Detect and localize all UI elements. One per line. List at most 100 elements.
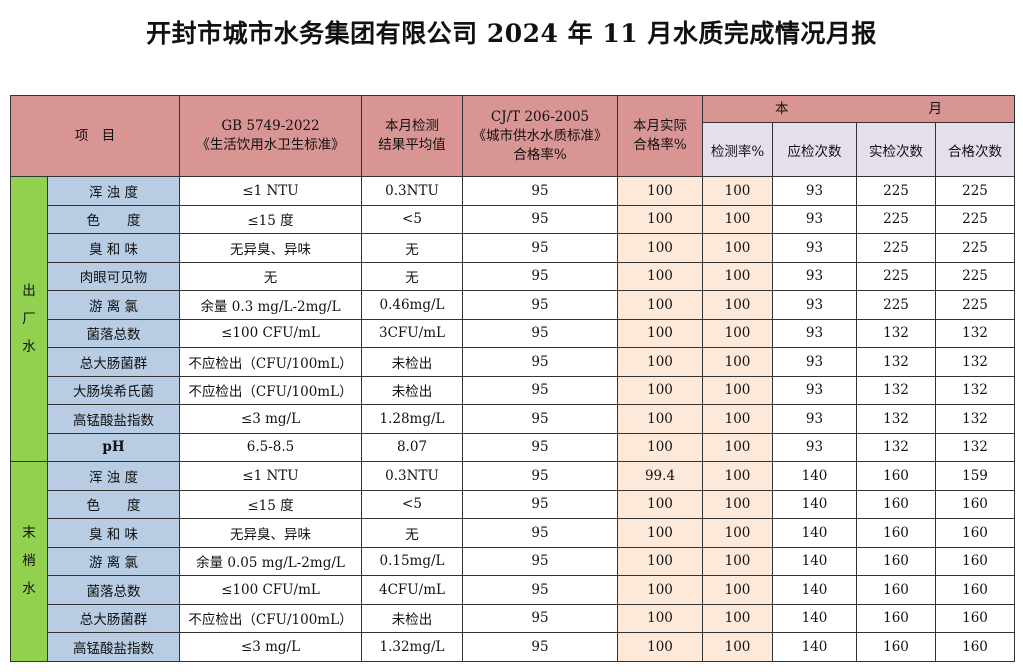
passed-tests-cell: 225 — [935, 233, 1015, 263]
planned-tests-cell: 93 — [772, 347, 857, 377]
header-detection-rate: 检测率% — [702, 122, 773, 177]
cj-rate-cell: 95 — [462, 233, 618, 263]
group-label-char: 末 — [22, 525, 36, 542]
gb-standard-cell: ≤100 CFU/mL — [179, 318, 362, 348]
table-row: 游 离 氯余量 0.05 mg/L-2mg/L 0.15mg/L 95 100 100 1… — [11, 546, 1015, 576]
header-row-2: 检测率% 应检次数 实检次数 合格次数 — [11, 122, 1015, 177]
group-label-char: 水 — [22, 339, 36, 355]
water-quality-table: 项 目 GB 5749-2022 《生活饮用水卫生标准》 本月检测 结果平均值 … — [10, 94, 1015, 662]
table-row: 菌落总数 ≤100 CFU/mL 3CFU/mL 95 100 100 93 132 132 — [11, 318, 1015, 348]
item-name-cell: 菌落总数 — [47, 575, 180, 605]
gb-standard-cell: 余量 0.3 mg/L-2mg/L — [179, 290, 362, 320]
cj-rate-cell: 95 — [462, 290, 618, 320]
table-row: 高锰酸盐指数 ≤3 mg/L 1.32mg/L 95 100 100 140 160 160 — [11, 632, 1015, 662]
average-cell: <5 — [361, 204, 463, 234]
cj-rate-cell: 95 — [462, 204, 618, 234]
actual-rate-cell: 100 — [617, 318, 703, 348]
passed-tests-cell: 160 — [935, 546, 1015, 576]
header-planned-tests: 应检次数 — [772, 122, 857, 177]
gb-standard-cell: ≤15 度 — [179, 489, 362, 519]
gb-standard-cell: 无 — [179, 261, 362, 291]
planned-tests-cell: 140 — [772, 518, 857, 548]
header-gb-standard: GB 5749-2022 《生活饮用水卫生标准》 — [179, 95, 362, 177]
actual-tests-cell: 160 — [856, 632, 936, 662]
cj-rate-cell: 95 — [462, 261, 618, 291]
detection-rate-cell: 100 — [702, 261, 773, 291]
actual-rate-cell: 100 — [617, 432, 703, 462]
cj-rate-cell: 95 — [462, 404, 618, 434]
cj-rate-cell: 95 — [462, 432, 618, 462]
average-cell: 1.32mg/L — [361, 632, 463, 662]
gb-standard-cell: ≤3 mg/L — [179, 404, 362, 434]
gb-standard-cell: 余量 0.05 mg/L-2mg/L — [179, 546, 362, 576]
passed-tests-cell: 132 — [935, 432, 1015, 462]
actual-rate-cell: 100 — [617, 546, 703, 576]
average-cell: 无 — [361, 261, 463, 291]
actual-tests-cell: 225 — [856, 290, 936, 320]
item-name-cell: 游 离 氯 — [47, 290, 180, 320]
detection-rate-cell: 100 — [702, 375, 773, 405]
actual-rate-cell: 100 — [617, 290, 703, 320]
item-name-cell: pH — [47, 432, 180, 462]
actual-rate-cell: 100 — [617, 233, 703, 263]
actual-tests-cell: 225 — [856, 176, 936, 206]
average-cell: 0.3NTU — [361, 176, 463, 206]
detection-rate-cell: 100 — [702, 204, 773, 234]
cj-rate-cell: 95 — [462, 461, 618, 491]
cj-rate-cell: 95 — [462, 603, 618, 633]
actual-rate-cell: 100 — [617, 632, 703, 662]
average-cell: 无 — [361, 233, 463, 263]
table-row: 色 度 ≤15 度 <5 95 100 100 93 225 225 — [11, 204, 1015, 234]
table-row: 臭 和 味无异臭、异味无 95 100 100 93 225 225 — [11, 233, 1015, 263]
table-row: 游 离 氯余量 0.3 mg/L-2mg/L 0.46mg/L 95 100 100 93… — [11, 290, 1015, 320]
average-cell: 未检出 — [361, 347, 463, 377]
passed-tests-cell: 225 — [935, 176, 1015, 206]
table-row: 菌落总数 ≤100 CFU/mL 4CFU/mL 95 100 100 140 160 160 — [11, 575, 1015, 605]
cj-rate-cell: 95 — [462, 176, 618, 206]
table-row: 出厂水浑 浊 度 ≤1 NTU 0.3NTU 95 100 100 93 225 225 — [10, 176, 1015, 462]
planned-tests-cell: 93 — [772, 375, 857, 405]
cj-rate-cell: 95 — [462, 518, 618, 548]
detection-rate-cell: 100 — [702, 347, 773, 377]
actual-rate-cell: 100 — [617, 518, 703, 548]
planned-tests-cell: 93 — [772, 233, 857, 263]
header-passed-tests: 合格次数 — [935, 122, 1015, 177]
passed-tests-cell: 160 — [935, 632, 1015, 662]
header-item: 项 目 — [10, 95, 180, 177]
detection-rate-cell: 100 — [702, 489, 773, 519]
detection-rate-cell: 100 — [702, 575, 773, 605]
average-cell: 无 — [361, 518, 463, 548]
detection-rate-cell: 100 — [702, 546, 773, 576]
actual-rate-cell: 100 — [617, 261, 703, 291]
cj-rate-cell: 95 — [462, 489, 618, 519]
table-row: 总大肠菌群 不应检出（CFU/100mL） 未检出 95 100 100 140 160 160 — [11, 603, 1015, 633]
actual-tests-cell: 225 — [856, 233, 936, 263]
table-row: 高锰酸盐指数 ≤3 mg/L 1.28mg/L 95 100 100 93 132 132 — [11, 404, 1015, 434]
item-name-cell: 肉眼可见物 — [47, 261, 180, 291]
gb-standard-cell: ≤3 mg/L — [179, 632, 362, 662]
actual-tests-cell: 160 — [856, 546, 936, 576]
item-name-cell: 臭 和 味 — [47, 233, 180, 263]
planned-tests-cell: 93 — [772, 261, 857, 291]
detection-rate-cell: 100 — [702, 603, 773, 633]
actual-tests-cell: 160 — [856, 575, 936, 605]
cj-rate-cell: 95 — [462, 375, 618, 405]
cj-rate-cell: 95 — [462, 575, 618, 605]
item-name-cell: 大肠埃希氏菌 — [47, 375, 180, 405]
group-label-cell: 末梢水 — [10, 461, 48, 662]
actual-tests-cell: 160 — [856, 603, 936, 633]
average-cell: 1.28mg/L — [361, 404, 463, 434]
item-name-cell: 臭 和 味 — [47, 518, 180, 548]
actual-rate-cell: 100 — [617, 575, 703, 605]
actual-tests-cell: 160 — [856, 489, 936, 519]
passed-tests-cell: 132 — [935, 318, 1015, 348]
passed-tests-cell: 132 — [935, 375, 1015, 405]
item-name-cell: 高锰酸盐指数 — [47, 632, 180, 662]
detection-rate-cell: 100 — [702, 518, 773, 548]
average-cell: 未检出 — [361, 603, 463, 633]
actual-tests-cell: 132 — [856, 404, 936, 434]
planned-tests-cell: 140 — [772, 632, 857, 662]
gb-standard-cell: 不应检出（CFU/100mL） — [179, 603, 362, 633]
planned-tests-cell: 140 — [772, 575, 857, 605]
